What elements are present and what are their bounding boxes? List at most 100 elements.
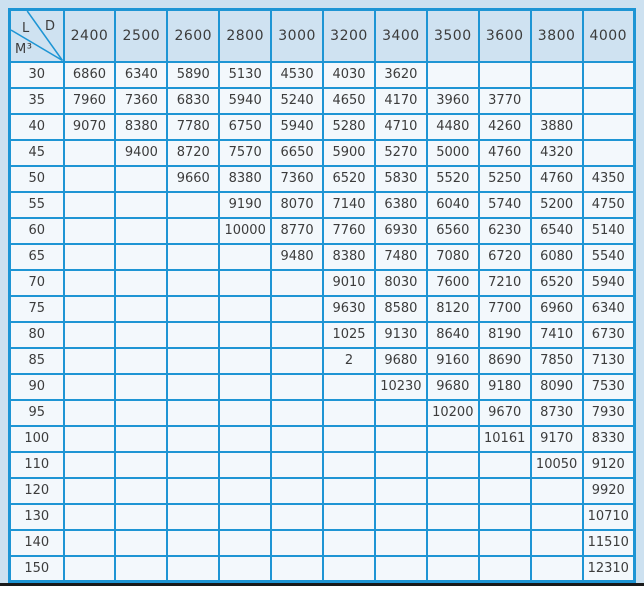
value-cell [114,242,169,271]
value-cell: 8380 [322,242,376,271]
value-cell [114,190,169,219]
value-cell: 6230 [477,216,532,245]
value-cell [425,424,480,453]
value-cell: 5830 [373,164,428,193]
value-cell: 7140 [322,190,376,219]
value-cell [166,190,221,219]
value-cell: 2 [322,346,376,375]
table-row: 95 10200 9670 8730 7930 [8,398,636,427]
value-cell: 4650 [322,86,376,115]
row-header: 75 [8,294,65,323]
value-cell [270,502,325,531]
value-cell [322,424,376,453]
value-cell: 10161 [477,424,532,453]
value-cell [166,398,221,427]
value-cell: 9190 [218,190,273,219]
value-cell: 6380 [373,190,428,219]
value-cell [166,346,221,375]
value-cell [322,502,376,531]
value-cell: 6520 [322,164,376,193]
value-cell [62,372,117,401]
value-cell [62,502,117,531]
value-cell: 5280 [322,112,376,141]
corner-cell: L D M³ [8,8,65,63]
value-cell: 3880 [529,112,584,141]
value-cell [425,450,480,479]
value-cell [166,424,221,453]
value-cell: 7530 [581,372,636,401]
column-header: 2800 [218,8,273,63]
row-header: 130 [8,502,65,531]
value-cell [529,60,584,89]
row-header: 50 [8,164,65,193]
value-cell: 8580 [373,294,428,323]
value-cell: 7850 [529,346,584,375]
value-cell: 7360 [270,164,325,193]
value-cell: 6830 [166,86,221,115]
value-cell: 9480 [270,242,325,271]
value-cell [166,528,221,557]
row-header: 140 [8,528,65,557]
value-cell: 10710 [581,502,636,531]
value-cell: 5740 [477,190,532,219]
value-cell: 8090 [529,372,584,401]
value-cell [62,242,117,271]
value-cell: 4170 [373,86,428,115]
value-cell [62,216,117,245]
value-cell: 8380 [114,112,169,141]
value-cell [114,320,169,349]
value-cell [373,450,428,479]
value-cell [322,554,376,583]
value-cell: 4260 [477,112,532,141]
value-cell [581,138,636,167]
value-cell [62,268,117,297]
value-cell: 4750 [581,190,636,219]
value-cell: 8730 [529,398,584,427]
table-row: 40 9070 8380 7780 6750 5940 5280 4710 4480 4260 38… [8,112,636,141]
value-cell [322,372,376,401]
value-cell: 7410 [529,320,584,349]
value-cell [477,450,532,479]
value-cell: 6750 [218,112,273,141]
value-cell: 12310 [581,554,636,583]
value-cell [373,528,428,557]
value-cell [373,476,428,505]
value-cell [425,476,480,505]
value-cell: 3960 [425,86,480,115]
value-cell: 7130 [581,346,636,375]
table-row: 110 10050 9120 [8,450,636,479]
value-cell: 10200 [425,398,480,427]
column-header: 2500 [114,8,169,63]
value-cell [218,242,273,271]
value-cell: 7210 [477,268,532,297]
value-cell: 7960 [62,86,117,115]
value-cell [62,450,117,479]
value-cell [477,60,532,89]
value-cell: 8190 [477,320,532,349]
column-header: 2400 [62,8,117,63]
value-cell [322,528,376,557]
value-cell [114,294,169,323]
table-row: 130 10710 [8,502,636,531]
value-cell: 9660 [166,164,221,193]
value-cell: 3620 [373,60,428,89]
value-cell: 8330 [581,424,636,453]
value-cell [114,164,169,193]
value-cell: 6040 [425,190,480,219]
value-cell: 9130 [373,320,428,349]
value-cell: 6340 [114,60,169,89]
table-row: 90 10230 9680 9180 8090 7530 [8,372,636,401]
header-row: L D M³ 2400 2500 2600 2800 3000 3200 3400 3500 3… [8,8,636,63]
value-cell [270,346,325,375]
bottom-divider-line [0,583,644,586]
value-cell: 9160 [425,346,480,375]
value-cell: 4760 [529,164,584,193]
value-cell: 5900 [322,138,376,167]
row-header: 150 [8,554,65,583]
column-header: 3200 [322,8,376,63]
row-header: 70 [8,268,65,297]
value-cell [114,216,169,245]
row-header: 65 [8,242,65,271]
value-cell: 7780 [166,112,221,141]
